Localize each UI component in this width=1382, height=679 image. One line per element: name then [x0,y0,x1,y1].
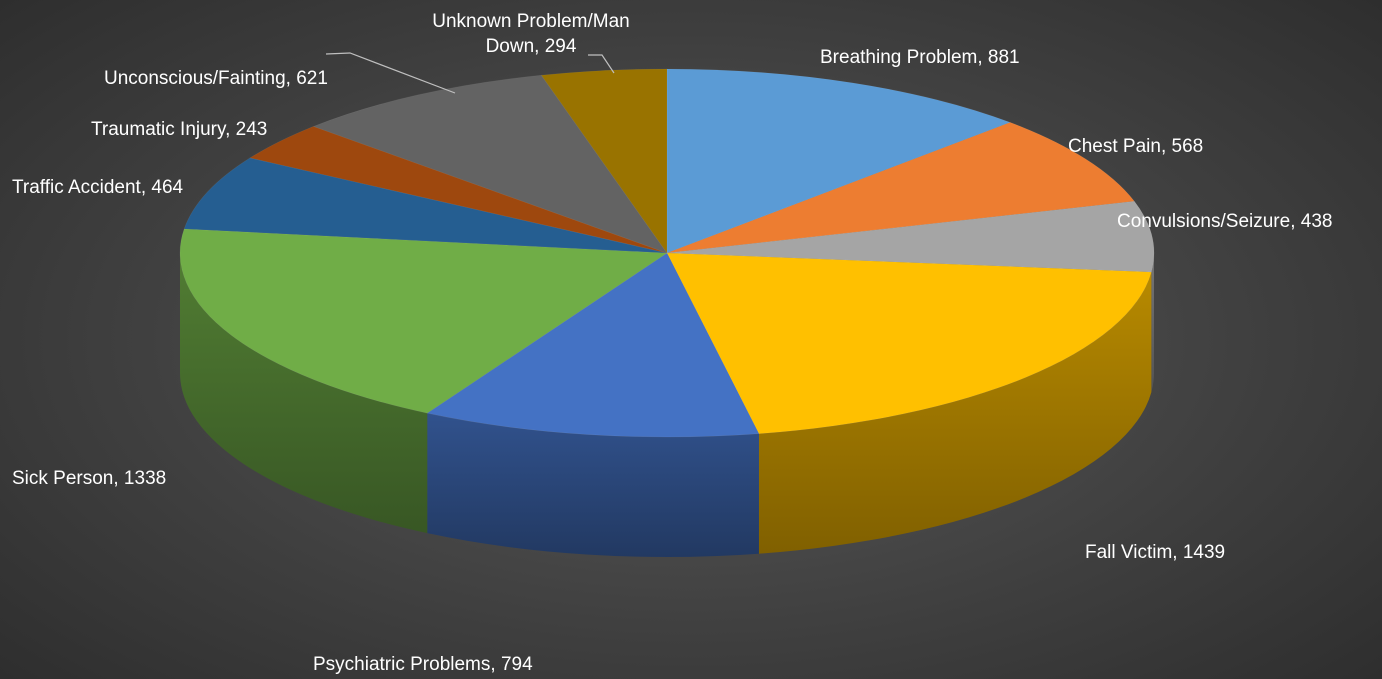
pie-side-walls [180,253,1154,557]
leader-line-unknown-problem [588,54,615,74]
side-wall-convulsions-seizure [1151,253,1154,393]
data-label-traumatic-injury: Traumatic Injury, 243 [91,119,267,140]
slice-breathing-problem [666,68,1011,254]
data-label-convulsions-seizure: Convulsions/Seizure, 438 [1117,211,1332,232]
slice-sick-person [179,228,668,414]
leader-lines [325,52,615,94]
data-label-psychiatric-problems: Psychiatric Problems, 794 [313,654,533,675]
slice-traumatic-injury [249,126,668,254]
slice-traffic-accident [183,157,668,254]
slice-convulsions-seizure [666,200,1155,273]
data-label-unconscious-fainting: Unconscious/Fainting, 621 [104,68,328,89]
side-wall-fall-victim [758,272,1152,554]
data-label-sick-person: Sick Person, 1338 [12,468,166,489]
slice-fall-victim [666,252,1152,435]
data-label-fall-victim: Fall Victim, 1439 [1085,542,1225,563]
side-wall-sick-person [180,253,428,534]
data-label-breathing-problem: Breathing Problem, 881 [820,47,1020,68]
side-wall-psychiatric-problems [427,413,759,557]
slice-psychiatric-problems [426,252,760,438]
data-label-chest-pain: Chest Pain, 568 [1068,136,1203,157]
data-labels: Breathing Problem, 881 Chest Pain, 568 Con… [12,11,1332,675]
slice-unknown-problem-man-down [540,68,668,254]
slice-unconscious-fainting [312,74,668,254]
pie-top-faces [179,68,1155,438]
slice-chest-pain [666,122,1135,254]
data-label-unknown-problem-man-down: Unknown Problem/Man Down, 294 [432,11,629,57]
leader-line-unconscious-fainting [325,52,456,94]
data-label-traffic-accident: Traffic Accident, 464 [12,177,184,198]
